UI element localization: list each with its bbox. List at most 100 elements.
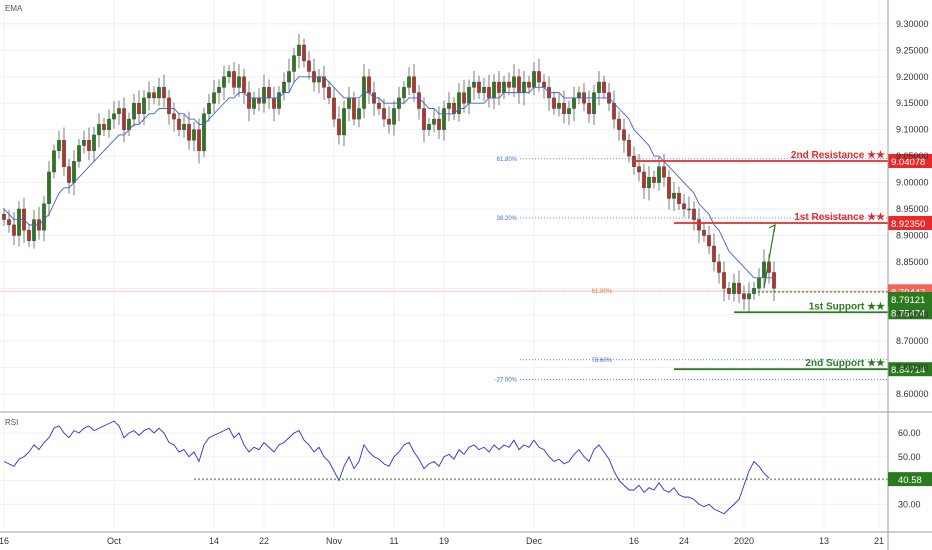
candle-body bbox=[302, 44, 306, 62]
candle-body bbox=[702, 229, 706, 236]
candle-body bbox=[272, 97, 276, 109]
candlesticks[interactable] bbox=[2, 33, 776, 312]
time-tick-label: 22 bbox=[259, 536, 269, 546]
candle-body bbox=[412, 76, 416, 93]
candle-body bbox=[542, 81, 546, 88]
candle-body bbox=[377, 103, 381, 109]
candle-body bbox=[32, 219, 36, 241]
candle-body bbox=[402, 87, 406, 99]
fib-level-label: 38.20% bbox=[497, 216, 518, 222]
candle-body bbox=[227, 71, 231, 77]
time-tick-label: Nov bbox=[326, 536, 343, 546]
candle-body bbox=[107, 118, 111, 130]
candle-body bbox=[482, 87, 486, 93]
candle-body bbox=[497, 81, 501, 93]
candle-body bbox=[622, 129, 626, 141]
time-tick-label: 16 bbox=[629, 536, 639, 546]
candle-body bbox=[772, 272, 776, 289]
candle-body bbox=[667, 177, 671, 199]
level-price-tag-text: 8.92350 bbox=[891, 219, 925, 230]
price-tick-label: 9.00000 bbox=[896, 178, 929, 188]
candle-body bbox=[202, 113, 206, 152]
candle-body bbox=[457, 92, 461, 114]
candle-body bbox=[282, 81, 286, 93]
candle-body bbox=[207, 103, 211, 114]
candle-body bbox=[337, 118, 341, 136]
price-tick-label: 8.85000 bbox=[896, 257, 929, 267]
candle-body bbox=[462, 92, 466, 104]
candle-body bbox=[297, 44, 301, 56]
candle-body bbox=[762, 261, 766, 278]
candle-body bbox=[487, 87, 491, 99]
candle-body bbox=[257, 97, 261, 104]
level-price-tag bbox=[888, 216, 932, 231]
price-tick-label: 9.20000 bbox=[896, 72, 929, 82]
candle-body bbox=[652, 177, 656, 183]
candle-body bbox=[587, 103, 591, 114]
level-price-tag-text: 9.04078 bbox=[891, 157, 925, 168]
price-tick-label: 8.70000 bbox=[896, 336, 929, 346]
candle-body bbox=[52, 150, 56, 173]
candle-body bbox=[502, 81, 506, 93]
candle-body bbox=[642, 171, 646, 189]
time-tick-label: 21 bbox=[874, 536, 884, 546]
candle-body bbox=[42, 203, 46, 231]
candle-body bbox=[12, 224, 16, 236]
rsi-value-tag-text: 40.58 bbox=[898, 475, 922, 486]
ema-indicator-label[interactable]: EMA bbox=[5, 4, 23, 13]
candle-body bbox=[57, 140, 61, 152]
rsi-value-tag bbox=[888, 472, 932, 487]
candle-body bbox=[197, 129, 201, 152]
candle-body bbox=[262, 87, 266, 104]
candle-body bbox=[467, 87, 471, 104]
candle-body bbox=[292, 55, 296, 72]
fibonacci-lines: 61.80% 38.20% 61.80% 78.60% -27.00% bbox=[0, 157, 888, 383]
candle-body bbox=[242, 76, 246, 93]
candle-body bbox=[712, 245, 716, 263]
candle-body bbox=[97, 124, 101, 136]
candle-body bbox=[277, 92, 281, 109]
price-gridlines bbox=[0, 0, 888, 410]
candle-body bbox=[432, 118, 436, 125]
candle-body bbox=[87, 140, 91, 152]
candle-body bbox=[492, 81, 496, 99]
level-price-tag-text: 8.64714 bbox=[891, 365, 925, 376]
candle-body bbox=[472, 81, 476, 88]
candle-body bbox=[717, 261, 721, 273]
candle-body bbox=[387, 118, 391, 125]
time-tick-label: 19 bbox=[439, 536, 449, 546]
candle-body bbox=[407, 76, 411, 88]
candle-body bbox=[417, 92, 421, 109]
time-tick-label: Dec bbox=[526, 536, 543, 546]
candle-body bbox=[742, 293, 746, 300]
ema-series-line bbox=[3, 76, 774, 279]
candle-body bbox=[232, 71, 236, 88]
candle-body bbox=[752, 288, 756, 294]
candle-body bbox=[567, 108, 571, 114]
rsi-indicator-label[interactable]: RSI bbox=[5, 418, 19, 427]
price-tick-label: 9.10000 bbox=[896, 125, 929, 135]
price-tick-label: 8.65000 bbox=[896, 363, 929, 373]
price-tick-label: 9.05000 bbox=[896, 151, 929, 161]
candle-body bbox=[347, 97, 351, 109]
candle-body bbox=[597, 81, 601, 93]
candle-body bbox=[342, 108, 346, 136]
level-price-tag bbox=[888, 153, 932, 168]
candle-body bbox=[137, 103, 141, 114]
candle-body bbox=[687, 208, 691, 211]
time-axis[interactable]: 16 Oct 14 22 Nov 11 19 Dec 16 24 2020 13 21 bbox=[0, 536, 884, 546]
fib-level-label: 78.60% bbox=[592, 358, 613, 364]
candle-body bbox=[117, 108, 121, 114]
candle-body bbox=[507, 81, 511, 88]
candle-body bbox=[92, 134, 96, 152]
candle-body bbox=[217, 87, 221, 93]
price-tag-text: 8.79121 bbox=[891, 295, 925, 306]
candle-body bbox=[187, 124, 191, 141]
price-tick-label: 9.30000 bbox=[896, 19, 929, 29]
candle-body bbox=[192, 129, 196, 141]
candle-body bbox=[637, 166, 641, 173]
candle-body bbox=[2, 214, 6, 220]
support-resistance-levels[interactable]: 2nd Resistance ★★ 9.04078 1st Resistance ★… bbox=[634, 150, 932, 377]
candle-body bbox=[672, 192, 676, 199]
